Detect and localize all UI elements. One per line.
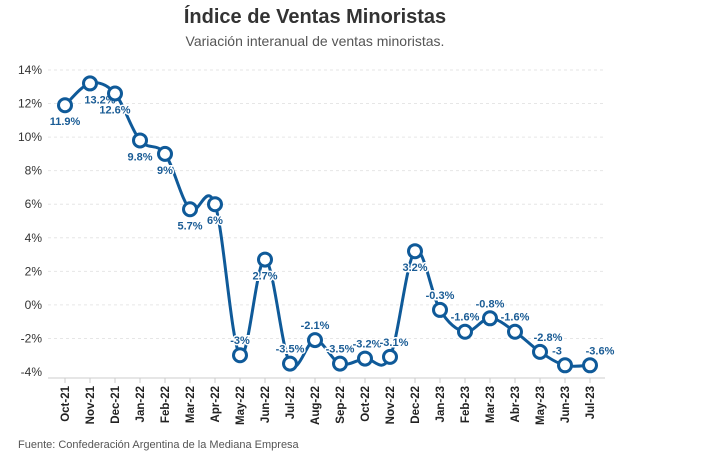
data-point-marker bbox=[482, 310, 498, 327]
x-tick-label: Dec-22 bbox=[410, 386, 422, 424]
data-point-marker bbox=[207, 196, 223, 213]
data-point-marker bbox=[282, 355, 298, 372]
x-tick-label: Oct-22 bbox=[360, 386, 372, 422]
x-tick-label: Jun-23 bbox=[560, 386, 572, 423]
y-tick-label: 4% bbox=[25, 231, 43, 245]
y-tick-label: 10% bbox=[18, 130, 42, 144]
data-point-marker bbox=[82, 75, 98, 92]
source-note: Fuente: Confederación Argentina de la Me… bbox=[18, 439, 299, 451]
y-tick-label: 14% bbox=[18, 63, 42, 77]
x-tick-label: May-22 bbox=[235, 386, 247, 425]
x-tick-label: Nov-22 bbox=[385, 386, 397, 424]
data-point-marker bbox=[457, 323, 473, 340]
x-tick-label: Jun-22 bbox=[260, 386, 272, 423]
data-label: -1.6% bbox=[451, 312, 480, 324]
data-label: 12.6% bbox=[99, 104, 130, 116]
data-point-marker bbox=[307, 332, 323, 349]
y-tick-label: -4% bbox=[21, 365, 43, 379]
data-point-marker bbox=[532, 343, 548, 360]
x-tick-label: May-23 bbox=[535, 386, 547, 425]
data-point-marker bbox=[257, 251, 273, 268]
data-point-marker bbox=[407, 243, 423, 260]
data-label: -1.6% bbox=[501, 312, 530, 324]
x-tick-label: Feb-23 bbox=[460, 386, 472, 423]
data-label: 9% bbox=[157, 165, 173, 177]
data-point-marker bbox=[57, 97, 73, 114]
data-label: 5.7% bbox=[177, 220, 202, 232]
x-tick-label: Dec-21 bbox=[110, 385, 122, 423]
x-tick-label: Jan-22 bbox=[135, 386, 147, 422]
data-label: -3.5% bbox=[276, 344, 305, 356]
y-tick-label: 8% bbox=[25, 164, 43, 178]
x-tick-label: Nov-21 bbox=[85, 385, 97, 424]
x-tick-label: Oct-21 bbox=[60, 385, 72, 421]
data-label: -3.1% bbox=[380, 337, 409, 349]
data-point-marker bbox=[332, 355, 348, 372]
y-tick-label: 6% bbox=[25, 197, 43, 211]
x-tick-label: Apr-22 bbox=[210, 386, 222, 422]
data-point-marker bbox=[582, 357, 598, 374]
y-tick-label: 2% bbox=[25, 264, 43, 278]
data-label: 9.8% bbox=[127, 151, 152, 163]
data-point-marker bbox=[382, 348, 398, 365]
x-tick-label: Mar-23 bbox=[485, 386, 497, 423]
data-label: -3.5% bbox=[326, 344, 355, 356]
data-label: -2.8% bbox=[534, 332, 563, 344]
data-point-marker bbox=[432, 301, 448, 318]
data-point-marker bbox=[357, 350, 373, 367]
data-label: -3 bbox=[552, 345, 562, 357]
data-label: -3.2% bbox=[353, 339, 382, 351]
x-tick-label: Sep-22 bbox=[335, 386, 347, 424]
data-point-marker bbox=[232, 347, 248, 364]
data-label: -2.1% bbox=[301, 320, 330, 332]
data-point-marker bbox=[507, 323, 523, 340]
data-label: 6% bbox=[207, 215, 223, 227]
x-tick-label: Mar-22 bbox=[185, 386, 197, 423]
chart-subtitle: Variación interanual de ventas minorista… bbox=[185, 33, 445, 49]
data-point-marker bbox=[107, 85, 123, 102]
data-label: -3% bbox=[230, 335, 250, 347]
data-label: 2.7% bbox=[252, 271, 277, 283]
x-tick-label: Jan-23 bbox=[435, 386, 447, 422]
chart-title: Índice de Ventas Minoristas bbox=[183, 6, 447, 28]
x-tick-label: Aug-22 bbox=[310, 386, 322, 425]
y-tick-label: 12% bbox=[18, 97, 42, 111]
x-tick-label: Jul-22 bbox=[285, 386, 297, 419]
y-tick-label: -2% bbox=[21, 331, 43, 345]
data-label: -0.8% bbox=[476, 298, 505, 310]
data-point-marker bbox=[557, 357, 573, 374]
y-tick-label: 0% bbox=[25, 298, 43, 312]
data-label: -3.6% bbox=[586, 345, 615, 357]
x-tick-label: Abr-23 bbox=[510, 386, 522, 422]
data-label: -0.3% bbox=[426, 290, 455, 302]
x-tick-label: Feb-22 bbox=[160, 386, 172, 423]
data-label: 3.2% bbox=[402, 262, 427, 274]
x-tick-label: Jul-23 bbox=[585, 386, 597, 419]
data-point-marker bbox=[182, 201, 198, 218]
data-label: 11.9% bbox=[50, 116, 81, 128]
data-point-marker bbox=[157, 145, 173, 162]
data-point-marker bbox=[132, 132, 148, 149]
